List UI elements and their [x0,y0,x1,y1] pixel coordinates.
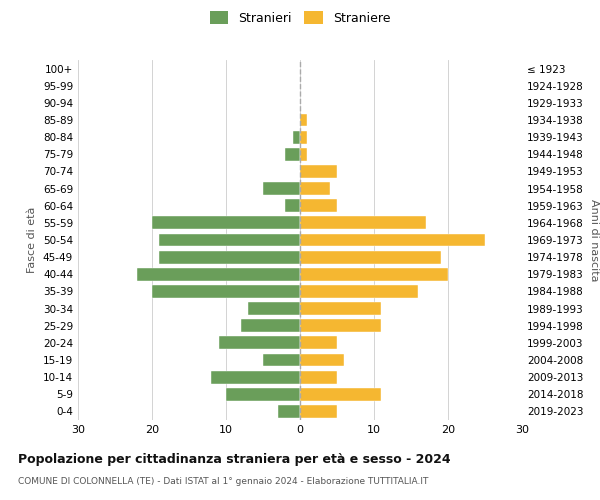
Text: COMUNE DI COLONNELLA (TE) - Dati ISTAT al 1° gennaio 2024 - Elaborazione TUTTITA: COMUNE DI COLONNELLA (TE) - Dati ISTAT a… [18,478,428,486]
Bar [300,234,485,246]
Bar [248,302,300,315]
Bar [300,216,426,230]
Y-axis label: Anni di nascita: Anni di nascita [589,198,599,281]
Y-axis label: Fasce di età: Fasce di età [28,207,37,273]
Bar [211,370,300,384]
Bar [300,370,337,384]
Bar [293,130,300,143]
Bar [226,388,300,400]
Bar [300,114,307,126]
Legend: Stranieri, Straniere: Stranieri, Straniere [205,6,395,30]
Bar [241,320,300,332]
Bar [160,250,300,264]
Bar [300,285,418,298]
Bar [300,336,337,349]
Bar [300,388,382,400]
Bar [152,285,300,298]
Bar [300,200,337,212]
Bar [300,354,344,366]
Bar [152,216,300,230]
Bar [300,165,337,178]
Bar [300,250,440,264]
Text: Popolazione per cittadinanza straniera per età e sesso - 2024: Popolazione per cittadinanza straniera p… [18,452,451,466]
Bar [278,405,300,418]
Bar [300,268,448,280]
Bar [300,302,382,315]
Bar [263,182,300,195]
Bar [160,234,300,246]
Bar [300,320,382,332]
Bar [300,405,337,418]
Bar [285,200,300,212]
Bar [285,148,300,160]
Bar [263,354,300,366]
Bar [218,336,300,349]
Bar [300,182,329,195]
Bar [137,268,300,280]
Bar [300,148,307,160]
Bar [300,130,307,143]
